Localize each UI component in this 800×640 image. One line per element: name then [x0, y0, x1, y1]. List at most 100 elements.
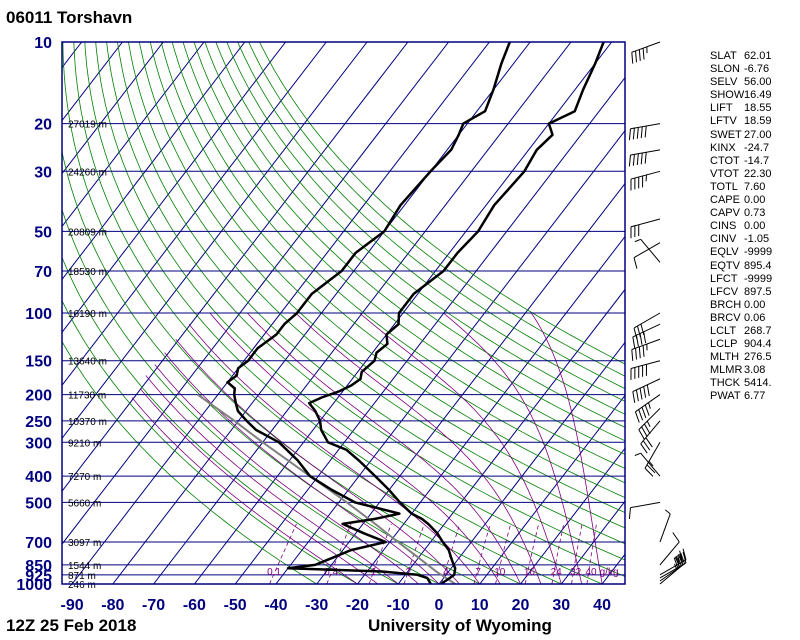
index-value: 0.00 — [744, 194, 766, 207]
wind-barb-flag — [633, 257, 638, 269]
moist-adiabat-line — [139, 388, 379, 584]
temperature-profile-line — [307, 42, 605, 584]
wind-barb-flag — [644, 404, 650, 416]
mixing-ratio-line — [495, 523, 512, 584]
wind-barb-flag — [628, 507, 631, 520]
dry-adiabat-line — [237, 42, 625, 390]
height-labels: 27019 m 24260 m 20809 m 18530 m 16190 m 13640… — [68, 120, 107, 591]
wind-barb-shaft — [659, 564, 684, 585]
index-value: 6.77 — [744, 390, 766, 403]
index-value: 897.5 — [744, 285, 772, 298]
index-key: CAPV — [710, 207, 740, 220]
temperature-tick-label: -70 — [142, 597, 165, 614]
wind-barb-flag — [676, 555, 682, 567]
wind-barb — [632, 323, 661, 349]
index-row: SHOW 16.49 — [710, 89, 790, 102]
index-row: THCK 5414. — [710, 377, 790, 390]
index-key: TOTL — [710, 180, 738, 193]
dry-adiabat-line — [226, 42, 625, 402]
index-key: SWET — [710, 128, 742, 141]
moist-adiabat-line — [154, 364, 419, 584]
wind-barb-half-flag — [677, 557, 680, 564]
wind-barb-shaft — [633, 242, 661, 259]
dry-adiabat-line — [62, 208, 440, 584]
wind-barb-shaft — [633, 312, 661, 329]
index-row: CAPV 0.73 — [710, 207, 790, 220]
wind-barb-flag — [640, 126, 643, 139]
wind-barb-flag — [682, 548, 687, 560]
wind-barb-flag — [672, 532, 680, 543]
wind-barb-flag — [638, 409, 644, 421]
dewpoint-profile-line — [226, 42, 511, 584]
isotherm-line — [438, 341, 625, 584]
index-key: LCLT — [710, 324, 737, 337]
height-label: 7270 m — [68, 472, 101, 483]
height-label: 20809 m — [68, 227, 107, 238]
wind-barb-flag — [641, 407, 647, 419]
pressure-tick-label: 100 — [25, 306, 52, 323]
dry-adiabat-line — [128, 42, 625, 529]
dry-adiabat-line — [259, 42, 625, 365]
wind-barb-flag — [631, 349, 634, 361]
wind-barb-shaft — [640, 452, 661, 477]
mixing-ratio-label: 0.4 — [324, 567, 338, 578]
wind-barb — [632, 378, 661, 403]
pressure-tick-label: 250 — [25, 414, 52, 431]
pressure-tick-label: 70 — [34, 264, 52, 281]
wind-barb — [628, 149, 661, 167]
moist-adiabat-line — [164, 352, 440, 584]
wind-barb-flag — [674, 556, 681, 568]
dry-adiabat-line — [106, 42, 625, 561]
wind-barb-half-flag — [674, 563, 678, 571]
wind-barb-flag — [634, 411, 640, 423]
isotherm-line — [62, 42, 246, 281]
wind-barb-shaft — [635, 394, 661, 413]
isotherm-line — [62, 42, 205, 228]
temperature-tick-label: -50 — [224, 597, 247, 614]
wind-barb-flag — [641, 426, 648, 437]
wind-barb-flag — [673, 557, 679, 569]
dry-adiabat-line — [117, 42, 625, 545]
height-label: 1544 m — [68, 561, 101, 572]
index-key: MLTH — [710, 351, 740, 364]
wind-barb-flag — [635, 389, 639, 402]
mixing-ratio-line — [473, 523, 491, 584]
wind-barb-shaft — [630, 218, 661, 228]
dry-adiabat-line — [248, 42, 625, 377]
plot-frame — [61, 41, 626, 585]
index-row: LCLT 268.7 — [710, 325, 790, 338]
dry-adiabat-line — [73, 42, 563, 584]
observation-time: 12Z 25 Feb 2018 — [6, 616, 137, 635]
wind-barb-flag — [632, 391, 636, 403]
pressure-tick-label: 20 — [34, 117, 52, 134]
index-row: LFCV 897.5 — [710, 286, 790, 299]
mixing-ratio-line — [551, 523, 565, 584]
index-value: 268.7 — [744, 324, 772, 337]
index-key: SLAT — [710, 50, 737, 62]
height-label: 16190 m — [68, 309, 107, 320]
pressure-tick-label: 200 — [25, 388, 52, 405]
wind-barb — [631, 338, 661, 361]
dry-adiabat-line — [204, 42, 625, 428]
dry-adiabat-line — [95, 42, 625, 577]
mixing-ratio-label: 16 — [524, 567, 536, 578]
wind-barb-flag — [644, 152, 647, 164]
dry-adiabat-line — [182, 42, 625, 455]
index-key: CAPE — [710, 194, 740, 207]
moist-adiabat-line — [359, 312, 562, 584]
mixing-ratio-line — [524, 523, 539, 584]
wind-barb — [633, 242, 661, 269]
wind-barb-flag — [635, 50, 638, 63]
wind-barb-flag — [635, 335, 639, 347]
moist-adiabat-line — [145, 375, 399, 584]
index-key: THCK — [710, 377, 740, 390]
index-row: SLON -6.76 — [710, 63, 790, 76]
wind-barb-flag — [643, 331, 647, 344]
mixing-ratio-label: 40 — [586, 567, 598, 578]
mixing-ratio-line — [571, 523, 583, 584]
wind-barb — [634, 238, 661, 263]
index-key: LCLP — [710, 338, 738, 351]
index-row: LFTV 18.59 — [710, 115, 790, 128]
pressure-tick-label: 500 — [25, 495, 52, 512]
